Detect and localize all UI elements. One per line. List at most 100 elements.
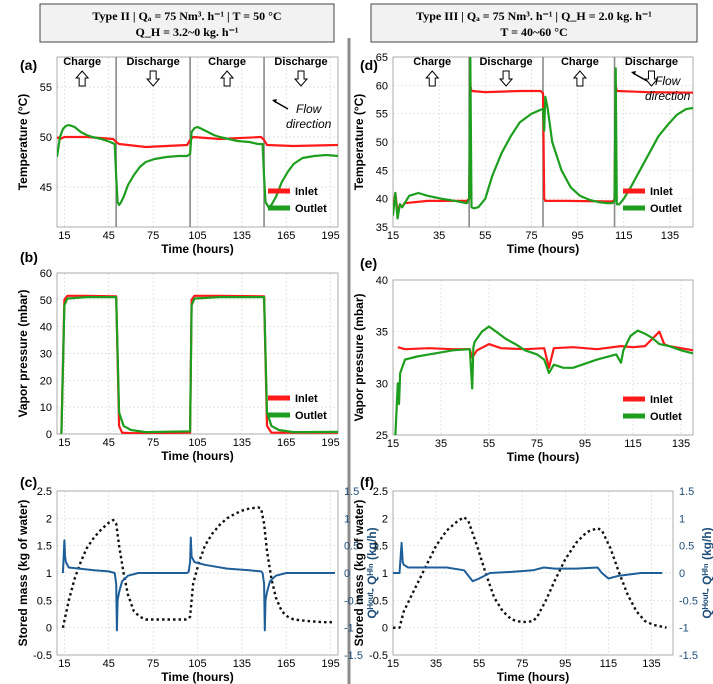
x-tick-label: 15 — [58, 437, 70, 449]
left-header-box — [39, 3, 335, 43]
y-tick-label: 50 — [376, 137, 388, 149]
y-tick-label: 25 — [376, 430, 388, 442]
right-header-line2: T = 40~60 °C — [500, 25, 567, 39]
panel-a: 15 45 75 105 135 165 195 45 50 55 Time (hours) Temp… — [16, 56, 340, 256]
plot-frame — [56, 490, 339, 656]
x-tick-label: 35 — [435, 438, 447, 450]
x-tick-label: 195 — [321, 437, 339, 449]
series-line-stored-mass — [393, 516, 667, 629]
y-tick-label: 60 — [40, 268, 52, 280]
x-tick-label: 15 — [387, 438, 399, 450]
y-right-tick-label: 0.5 — [344, 541, 359, 553]
x-tick-label: 195 — [321, 658, 339, 670]
x-axis-label: Time (hours) — [161, 242, 233, 256]
plot-frame — [56, 272, 339, 435]
x-tick-label: 105 — [188, 437, 206, 449]
x-tick-label: 195 — [321, 230, 339, 242]
y-tick-label: 2.5 — [373, 486, 388, 498]
y-tick-label: 1.5 — [37, 541, 52, 553]
series-line-inlet — [57, 135, 338, 149]
left-header-line1: Type II | Qₐ = 75 Nm³. h⁻¹ | T = 50 °C — [92, 9, 281, 23]
down-arrow-icon — [644, 70, 659, 87]
panel-label: (b) — [20, 249, 38, 265]
plot-frame — [56, 56, 339, 228]
y-right-tick-label: -1 — [679, 623, 689, 635]
y-right-axis-label: Qᴴᵒᵘᵗ- Qᴴⁱⁿ (kg/h) — [700, 527, 713, 618]
y-tick-label: 0 — [382, 623, 388, 635]
y-tick-label: 40 — [376, 194, 388, 206]
y-tick-label: -0.5 — [369, 650, 388, 662]
y-right-tick-label: -1.5 — [344, 650, 363, 662]
y-tick-label: 50 — [40, 295, 52, 307]
legend-label: Inlet — [650, 394, 673, 406]
y-axis-label: Temperature (°C) — [352, 94, 366, 191]
x-tick-label: 75 — [147, 658, 159, 670]
y-tick-label: 2 — [46, 513, 52, 525]
up-arrow-icon — [219, 70, 235, 87]
panel-b: 15 45 75 105 135 165 195 0 10 20 30 40 50 60 Time (hou… — [16, 249, 340, 463]
x-tick-label: 135 — [233, 437, 251, 449]
y-tick-label: 40 — [40, 322, 52, 334]
annotation-arrow — [632, 72, 648, 82]
panel-label: (c) — [20, 474, 37, 490]
x-tick-label: 135 — [233, 658, 251, 670]
x-tick-label: 55 — [483, 438, 495, 450]
down-arrow-icon — [293, 70, 309, 87]
x-tick-label: 35 — [433, 230, 445, 242]
x-tick-label: 75 — [147, 437, 159, 449]
y-tick-label: 55 — [40, 82, 52, 94]
series-line-outlet — [57, 123, 338, 209]
x-tick-label: 95 — [571, 230, 583, 242]
y-tick-label: 0 — [46, 429, 52, 441]
y-tick-label: 65 — [376, 52, 388, 64]
x-tick-label: 45 — [103, 437, 115, 449]
legend-label: Outlet — [650, 411, 682, 423]
y-right-tick-label: 1.5 — [679, 486, 694, 498]
x-tick-label: 55 — [479, 230, 491, 242]
right-header-box — [370, 3, 698, 43]
down-arrow-icon — [146, 70, 161, 87]
x-tick-label: 75 — [531, 438, 543, 450]
up-arrow-icon — [75, 70, 90, 87]
y-right-tick-label: -0.5 — [344, 595, 363, 607]
y-tick-label: 50 — [40, 132, 52, 144]
flow-direction-annotation: direction — [645, 89, 691, 103]
x-tick-label: 75 — [516, 658, 528, 670]
x-tick-label: 15 — [387, 230, 399, 242]
annotation-arrowhead-icon — [272, 99, 277, 103]
y-right-tick-label: 0 — [679, 568, 685, 580]
phase-label: Discharge — [479, 56, 532, 68]
panel-e: 15 35 55 75 95 115 135 25 30 35 40 Time (hours) Vapo… — [352, 255, 694, 464]
x-tick-label: 105 — [188, 230, 206, 242]
x-tick-label: 135 — [672, 438, 690, 450]
x-tick-label: 75 — [147, 230, 159, 242]
y-axis-label: Temperature (°C) — [16, 94, 30, 191]
y-tick-label: 2.5 — [37, 486, 52, 498]
x-tick-label: 135 — [233, 230, 251, 242]
up-arrow-icon — [425, 70, 440, 87]
y-tick-label: 45 — [40, 182, 52, 194]
y-right-tick-label: -1.5 — [679, 650, 698, 662]
y-right-tick-label: 1 — [344, 513, 350, 525]
panel-label: (d) — [360, 57, 378, 73]
y-axis-label: Vapor pressure (mbar) — [352, 293, 366, 421]
x-tick-label: 135 — [642, 658, 660, 670]
left-header-line2: Q_H = 3.2~0 kg. h⁻¹ — [135, 25, 238, 39]
x-tick-label: 45 — [103, 230, 115, 242]
up-arrow-icon — [572, 70, 588, 87]
y-right-tick-label: 0.5 — [679, 541, 694, 553]
x-tick-label: 115 — [600, 658, 618, 670]
x-tick-label: 35 — [430, 658, 442, 670]
y-tick-label: 20 — [40, 375, 52, 387]
y-right-axis-label: Qᴴᵒᵘᵗ- Qᴴⁱⁿ (kg/h) — [365, 527, 379, 618]
x-axis-label: Time (hours) — [161, 670, 233, 684]
legend-label: Inlet — [295, 186, 318, 198]
series-line-outlet — [393, 57, 693, 220]
x-tick-label: 115 — [615, 230, 633, 242]
y-tick-label: 2 — [382, 513, 388, 525]
x-tick-label: 45 — [103, 658, 115, 670]
y-tick-label: 1 — [382, 568, 388, 580]
y-right-tick-label: 0 — [344, 568, 350, 580]
y-tick-label: 35 — [376, 222, 388, 234]
